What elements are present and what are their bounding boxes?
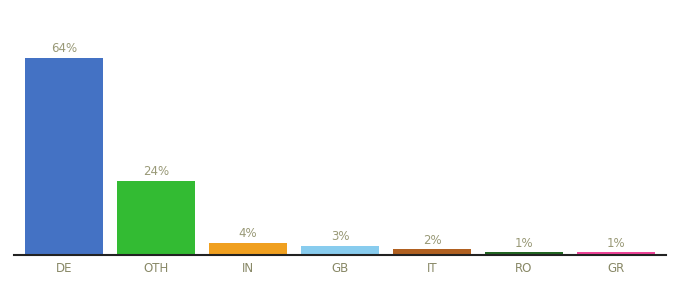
Bar xyxy=(209,243,287,255)
Bar xyxy=(485,252,563,255)
Bar xyxy=(25,58,103,255)
Text: 1%: 1% xyxy=(515,237,533,250)
Bar xyxy=(393,249,471,255)
Bar xyxy=(117,181,195,255)
Bar xyxy=(301,246,379,255)
Bar xyxy=(577,252,655,255)
Text: 64%: 64% xyxy=(51,42,78,55)
Text: 2%: 2% xyxy=(423,234,441,247)
Text: 4%: 4% xyxy=(239,226,257,240)
Text: 1%: 1% xyxy=(607,237,625,250)
Text: 24%: 24% xyxy=(143,165,169,178)
Text: 3%: 3% xyxy=(330,230,350,243)
